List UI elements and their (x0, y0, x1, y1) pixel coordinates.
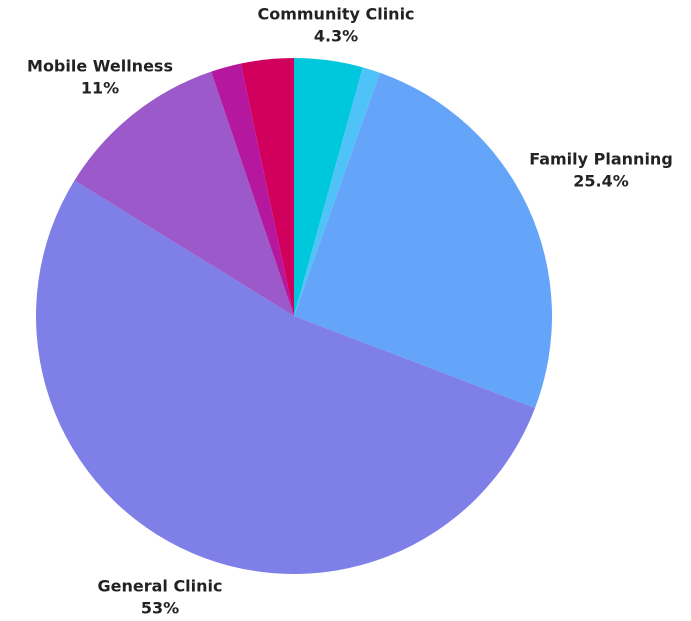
slice-label: Mobile Wellness (27, 57, 173, 76)
slice-value-label: 11% (81, 79, 119, 98)
slice-label: Family Planning (529, 150, 673, 169)
slice-value-label: 4.3% (314, 27, 358, 46)
pie-slice (74, 71, 294, 316)
slice-label: General Clinic (97, 577, 222, 596)
pie-slice (294, 67, 380, 317)
slice-value-label: 25.4% (573, 172, 629, 191)
pie-slice (36, 180, 536, 574)
pie-slice (240, 58, 294, 316)
slice-label: Community Clinic (257, 5, 414, 24)
pie-slice (294, 58, 363, 316)
pie-slice (211, 63, 294, 317)
slice-value-label: 53% (141, 599, 179, 618)
pie-slice (294, 72, 552, 408)
